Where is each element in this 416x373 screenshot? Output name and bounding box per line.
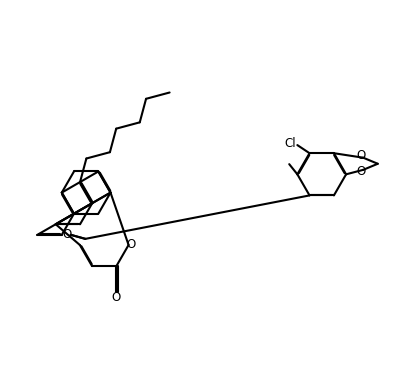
Text: O: O <box>357 165 366 178</box>
Text: O: O <box>112 291 121 304</box>
Text: Cl: Cl <box>284 137 296 150</box>
Text: O: O <box>357 149 366 162</box>
Text: O: O <box>62 228 71 241</box>
Text: O: O <box>126 238 135 251</box>
